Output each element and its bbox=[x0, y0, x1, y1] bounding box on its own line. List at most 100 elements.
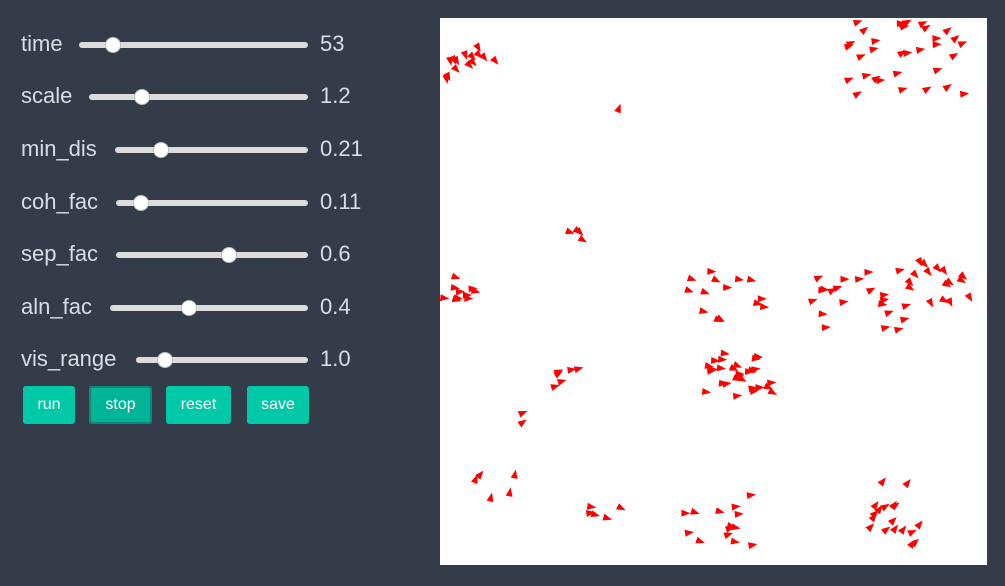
boid-24 bbox=[876, 77, 886, 85]
sep-fac-label: sep_fac bbox=[21, 241, 99, 266]
boid-181 bbox=[870, 500, 879, 511]
boid-81 bbox=[807, 298, 818, 306]
boid-90 bbox=[884, 310, 894, 318]
boid-164 bbox=[747, 542, 758, 550]
boid-139 bbox=[749, 387, 760, 395]
boid-130 bbox=[732, 392, 743, 400]
boid-151 bbox=[486, 492, 494, 503]
save-button[interactable]: save bbox=[247, 386, 309, 424]
boid-180 bbox=[880, 503, 890, 512]
boid-6 bbox=[467, 57, 477, 67]
boid-35 bbox=[861, 72, 872, 80]
aln-fac-slider[interactable] bbox=[110, 301, 308, 315]
boid-117 bbox=[767, 379, 777, 387]
boid-143 bbox=[567, 366, 577, 374]
boid-60 bbox=[450, 272, 461, 280]
boid-113 bbox=[964, 292, 973, 302]
boid-26 bbox=[932, 67, 943, 75]
boid-93 bbox=[839, 299, 849, 306]
boid-102 bbox=[925, 297, 934, 308]
boid-172 bbox=[715, 507, 725, 515]
boid-182 bbox=[865, 523, 875, 533]
sep-fac-slider-handle[interactable] bbox=[222, 248, 237, 262]
boid-22 bbox=[896, 50, 907, 58]
scale-slider-handle[interactable] bbox=[134, 90, 149, 104]
boid-88 bbox=[832, 285, 843, 293]
boid-30 bbox=[843, 43, 854, 51]
boid-33 bbox=[899, 23, 910, 31]
boid-96 bbox=[865, 287, 876, 295]
boid-192 bbox=[877, 477, 886, 487]
boid-135 bbox=[720, 349, 730, 357]
boid-167 bbox=[690, 507, 700, 515]
time-slider-handle[interactable] bbox=[106, 38, 121, 52]
boid-157 bbox=[586, 502, 597, 510]
boid-4 bbox=[473, 42, 481, 52]
boid-188 bbox=[897, 525, 907, 535]
sep-fac-value: 0.6 bbox=[320, 241, 351, 266]
boid-189 bbox=[907, 529, 917, 537]
boid-23 bbox=[871, 75, 881, 84]
boid-38 bbox=[852, 19, 863, 27]
boid-66 bbox=[734, 275, 745, 283]
run-button[interactable]: run bbox=[23, 386, 75, 424]
boid-161 bbox=[723, 532, 734, 540]
boid-124 bbox=[708, 366, 718, 374]
boid-85 bbox=[899, 316, 910, 324]
min-dis-slider-handle[interactable] bbox=[154, 143, 169, 157]
boid-86 bbox=[813, 275, 824, 283]
boid-173 bbox=[730, 537, 740, 545]
boid-84 bbox=[893, 327, 904, 334]
boid-69 bbox=[710, 275, 721, 283]
boid-98 bbox=[880, 325, 891, 332]
boid-159 bbox=[602, 513, 613, 521]
boid-186 bbox=[914, 520, 923, 530]
boid-154 bbox=[470, 474, 478, 485]
boid-48 bbox=[614, 103, 621, 114]
boid-83 bbox=[854, 275, 865, 283]
boid-109 bbox=[904, 282, 915, 291]
boid-163 bbox=[731, 523, 741, 531]
aln-fac-slider-handle[interactable] bbox=[182, 301, 197, 315]
boid-158 bbox=[585, 510, 596, 517]
boid-128 bbox=[732, 361, 743, 368]
boid-21 bbox=[903, 49, 913, 57]
time-slider[interactable] bbox=[79, 38, 308, 52]
sep-fac-slider[interactable] bbox=[116, 248, 308, 262]
reset-button[interactable]: reset bbox=[166, 386, 231, 424]
boid-51 bbox=[572, 225, 583, 234]
boid-25 bbox=[959, 90, 970, 98]
min-dis-slider[interactable] bbox=[115, 143, 308, 157]
coh-fac-slider-handle[interactable] bbox=[133, 196, 148, 210]
boid-112 bbox=[915, 256, 923, 267]
stop-button[interactable]: stop bbox=[89, 386, 152, 424]
boid-132 bbox=[755, 384, 765, 392]
vis-range-slider-handle[interactable] bbox=[158, 353, 173, 367]
boid-34 bbox=[950, 35, 960, 44]
boid-0 bbox=[464, 59, 474, 69]
boid-129 bbox=[718, 379, 728, 387]
boid-142 bbox=[763, 382, 773, 390]
boid-42 bbox=[871, 38, 881, 45]
boid-64 bbox=[684, 286, 694, 293]
vis-range-slider[interactable] bbox=[136, 353, 308, 367]
boid-74 bbox=[686, 274, 697, 282]
boid-13 bbox=[479, 52, 488, 62]
boid-50 bbox=[565, 227, 575, 235]
boid-123 bbox=[710, 356, 721, 364]
boid-62 bbox=[462, 291, 472, 299]
boid-136 bbox=[751, 366, 761, 374]
simulation-canvas[interactable] bbox=[440, 18, 987, 565]
boid-187 bbox=[888, 500, 897, 511]
vis-range-control: vis_range 1.0 bbox=[21, 344, 401, 374]
boid-59 bbox=[470, 287, 481, 294]
boid-150 bbox=[517, 419, 527, 428]
boid-138 bbox=[701, 388, 712, 395]
boid-153 bbox=[505, 487, 513, 497]
boid-101 bbox=[919, 258, 929, 268]
boid-3 bbox=[460, 50, 468, 60]
boid-16 bbox=[915, 46, 926, 54]
boid-11 bbox=[490, 55, 499, 65]
scale-slider[interactable] bbox=[89, 90, 308, 104]
coh-fac-slider[interactable] bbox=[116, 196, 308, 210]
